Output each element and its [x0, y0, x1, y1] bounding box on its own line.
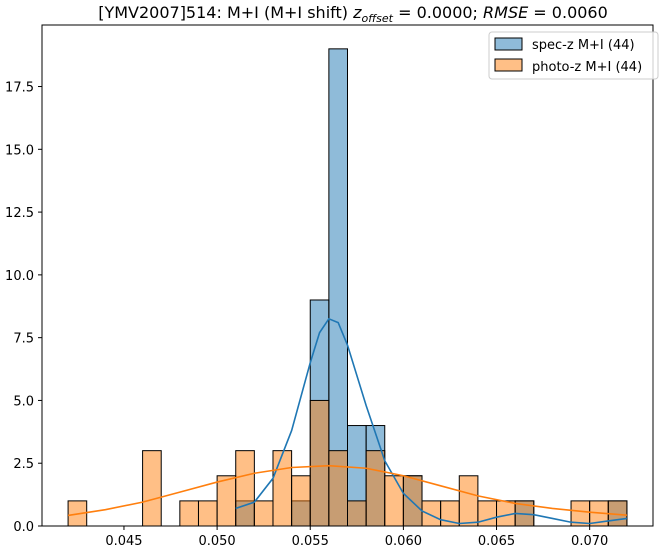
x-tick-label-0: 0.045	[105, 534, 142, 549]
y-tick-label-2: 5.0	[13, 394, 34, 409]
y-tick-label-5: 12.5	[5, 206, 34, 221]
x-tick-label-1: 0.050	[198, 534, 235, 549]
x-axis: 0.045 0.050 0.055 0.060 0.065 0.070	[105, 526, 608, 549]
x-tick-label-5: 0.070	[571, 534, 608, 549]
bar-photo-12	[365, 450, 386, 527]
legend-box	[488, 31, 659, 80]
bar-photo-2	[179, 500, 199, 527]
x-tick-label-3: 0.060	[385, 534, 422, 549]
y-tick-label-0: 0.0	[13, 520, 34, 535]
bar-photo-14	[402, 475, 423, 527]
y-tick-label-4: 10.0	[5, 269, 34, 284]
y-tick-label-1: 2.5	[13, 457, 34, 472]
bar-photo-11	[347, 500, 367, 527]
y-tick-label-7: 17.5	[5, 81, 34, 96]
bar-photo-17	[458, 475, 479, 527]
legend-swatch-photo	[494, 58, 523, 72]
x-tick-label-4: 0.065	[478, 534, 515, 549]
chart-title: [YMV2007]514: M+I (M+I shift) zoffset = …	[98, 3, 608, 25]
x-tick-label-2: 0.055	[292, 534, 329, 549]
bar-photo-13	[384, 475, 404, 527]
axes-frame	[41, 24, 654, 527]
bar-photo-10	[328, 450, 348, 527]
bar-photo-3	[197, 500, 218, 527]
legend-label-photo: photo-z M+I (44)	[532, 60, 642, 75]
bar-photo-9	[309, 399, 330, 527]
bar-photo-7	[272, 450, 293, 527]
bar-photo-6	[253, 500, 274, 527]
y-tick-label-3: 7.5	[13, 332, 34, 347]
bar-photo-5	[235, 450, 255, 527]
bar-photo-1	[142, 450, 162, 527]
legend-swatch-spec	[494, 37, 523, 51]
bar-photo-4	[216, 475, 237, 527]
bar-photo-8	[291, 475, 311, 527]
legend-label-spec: spec-z M+I (44)	[532, 38, 635, 53]
bar-photo-15	[421, 500, 442, 527]
legend: spec-z M+I (44) photo-z M+I (44)	[488, 31, 659, 80]
y-axis: 0.0 2.5 5.0 7.5 10.0 12.5 15.0 17.5	[5, 81, 42, 535]
kde-line-photo	[67, 464, 627, 517]
y-tick-label-6: 15.0	[5, 143, 34, 158]
plot-area	[67, 48, 628, 527]
kde-line-spec	[235, 317, 628, 525]
